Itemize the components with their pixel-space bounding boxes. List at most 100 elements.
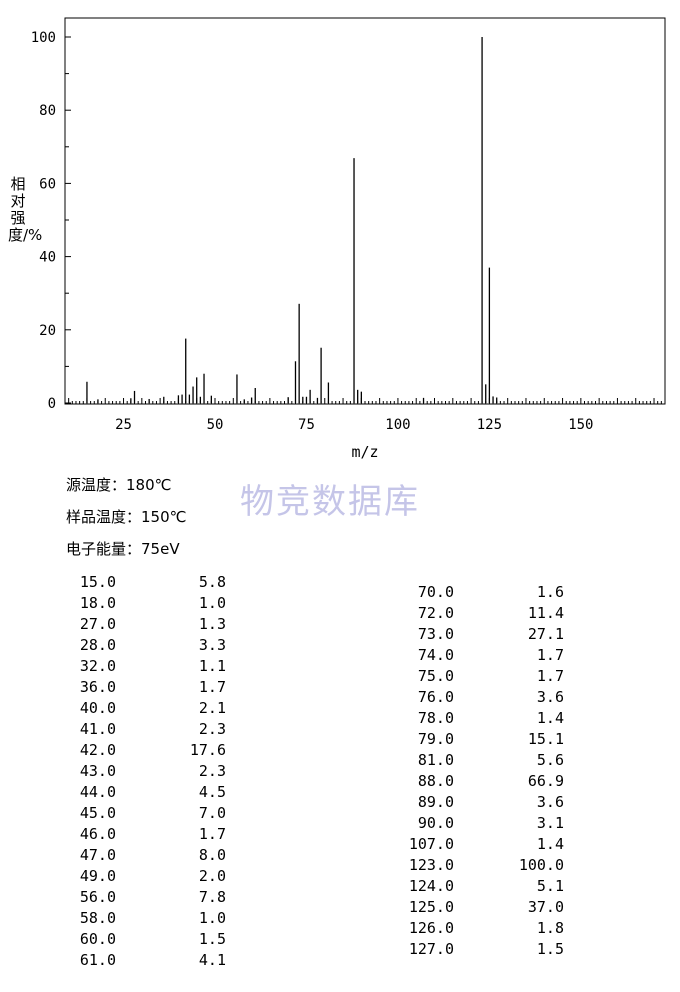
peak-mz: 27.0	[79, 615, 116, 633]
x-axis-ticks: 25 50 75 100 125 150	[64, 398, 666, 433]
peak-intensity: 5.6	[536, 751, 564, 769]
peak-mz: 72.0	[417, 604, 454, 622]
peak-mz: 42.0	[79, 741, 116, 759]
peak-intensity: 5.1	[536, 877, 564, 895]
peak-row: 36.0 1.7	[72, 677, 226, 698]
peak-mz: 70.0	[417, 583, 454, 601]
peak-mz: 126.0	[408, 919, 454, 937]
peak-intensity: 11.4	[527, 604, 564, 622]
peak-mz: 43.0	[79, 762, 116, 780]
sample-temperature: 样品温度：150℃	[66, 508, 187, 526]
peak-mz: 107.0	[408, 835, 454, 853]
x-tick-label: 100	[385, 417, 410, 433]
x-tick-label: 125	[477, 417, 502, 433]
peak-table-right: 70.0 1.6 72.0 11.4 73.0 27.1 74.0 1.7 75.0 1.7 76.…	[398, 582, 564, 960]
peak-mz: 56.0	[79, 888, 116, 906]
peak-intensity: 3.1	[536, 814, 564, 832]
source-temperature: 源温度：180℃	[66, 476, 172, 494]
peak-row: 60.0 1.5	[72, 929, 226, 950]
peak-mz: 73.0	[417, 625, 454, 643]
peak-intensity: 1.7	[536, 646, 564, 664]
peak-row: 42.0 17.6	[72, 740, 226, 761]
peak-intensity: 8.0	[198, 846, 226, 864]
y-axis-label: 相对强度/%	[8, 175, 43, 244]
peak-row: 89.0 3.6	[398, 792, 564, 813]
x-tick-label: 25	[115, 417, 132, 433]
peak-row: 28.0 3.3	[72, 635, 226, 656]
x-tick-label: 75	[298, 417, 315, 433]
peak-row: 44.0 4.5	[72, 782, 226, 803]
peak-intensity: 7.0	[198, 804, 226, 822]
peak-intensity: 1.5	[198, 930, 226, 948]
peak-intensity: 2.3	[198, 720, 226, 738]
peak-mz: 124.0	[408, 877, 454, 895]
x-tick-label: 50	[207, 417, 224, 433]
peak-row: 46.0 1.7	[72, 824, 226, 845]
y-tick-label: 100	[31, 30, 56, 46]
peak-row: 79.0 15.1	[398, 729, 564, 750]
spectrum-peaks	[86, 37, 498, 403]
peak-row: 32.0 1.1	[72, 656, 226, 677]
y-tick-label: 40	[39, 250, 56, 266]
peak-mz: 90.0	[417, 814, 454, 832]
peak-intensity: 1.7	[198, 825, 226, 843]
peak-row: 15.0 5.8	[72, 572, 226, 593]
peak-row: 27.0 1.3	[72, 614, 226, 635]
peak-mz: 78.0	[417, 709, 454, 727]
plot-frame	[64, 17, 666, 405]
peak-row: 61.0 4.1	[72, 950, 226, 971]
peak-mz: 61.0	[79, 951, 116, 969]
peak-mz: 89.0	[417, 793, 454, 811]
peak-mz: 28.0	[79, 636, 116, 654]
peak-row: 88.0 66.9	[398, 771, 564, 792]
peak-mz: 60.0	[79, 930, 116, 948]
peak-row: 18.0 1.0	[72, 593, 226, 614]
peak-intensity: 1.0	[198, 909, 226, 927]
electron-energy: 电子能量：75eV	[66, 540, 180, 558]
peak-mz: 18.0	[79, 594, 116, 612]
peak-row: 124.0 5.1	[398, 876, 564, 897]
peak-mz: 75.0	[417, 667, 454, 685]
y-axis-ticks: 0 20 40 60 80 100	[31, 30, 71, 412]
peak-row: 127.0 1.5	[398, 939, 564, 960]
peak-mz: 46.0	[79, 825, 116, 843]
peak-intensity: 7.8	[198, 888, 226, 906]
peak-intensity: 1.1	[198, 657, 226, 675]
peak-row: 58.0 1.0	[72, 908, 226, 929]
peak-intensity: 4.1	[198, 951, 226, 969]
peak-intensity: 1.3	[198, 615, 226, 633]
y-tick-label: 20	[39, 323, 56, 339]
peak-row: 90.0 3.1	[398, 813, 564, 834]
peak-intensity: 4.5	[198, 783, 226, 801]
peak-row: 70.0 1.6	[398, 582, 564, 603]
peak-intensity: 5.8	[198, 573, 226, 591]
peak-intensity: 1.6	[536, 583, 564, 601]
peak-row: 56.0 7.8	[72, 887, 226, 908]
peak-mz: 58.0	[79, 909, 116, 927]
y-tick-label: 60	[39, 176, 56, 192]
peak-row: 81.0 5.6	[398, 750, 564, 771]
peak-mz: 44.0	[79, 783, 116, 801]
peak-mz: 79.0	[417, 730, 454, 748]
peak-intensity: 15.1	[527, 730, 564, 748]
peak-intensity: 3.6	[536, 688, 564, 706]
x-tick-label: 150	[568, 417, 593, 433]
y-tick-label: 0	[48, 396, 56, 412]
peak-row: 45.0 7.0	[72, 803, 226, 824]
peak-mz: 123.0	[408, 856, 454, 874]
peak-mz: 81.0	[417, 751, 454, 769]
peak-intensity: 3.3	[198, 636, 226, 654]
peak-row: 107.0 1.4	[398, 834, 564, 855]
peak-row: 43.0 2.3	[72, 761, 226, 782]
peak-row: 75.0 1.7	[398, 666, 564, 687]
peak-row: 47.0 8.0	[72, 845, 226, 866]
peak-row: 49.0 2.0	[72, 866, 226, 887]
peak-mz: 49.0	[79, 867, 116, 885]
peak-mz: 127.0	[408, 940, 454, 958]
peak-mz: 74.0	[417, 646, 454, 664]
peak-mz: 47.0	[79, 846, 116, 864]
peak-intensity: 2.1	[198, 699, 226, 717]
peak-row: 123.0 100.0	[398, 855, 564, 876]
peak-intensity: 66.9	[527, 772, 564, 790]
peak-row: 73.0 27.1	[398, 624, 564, 645]
